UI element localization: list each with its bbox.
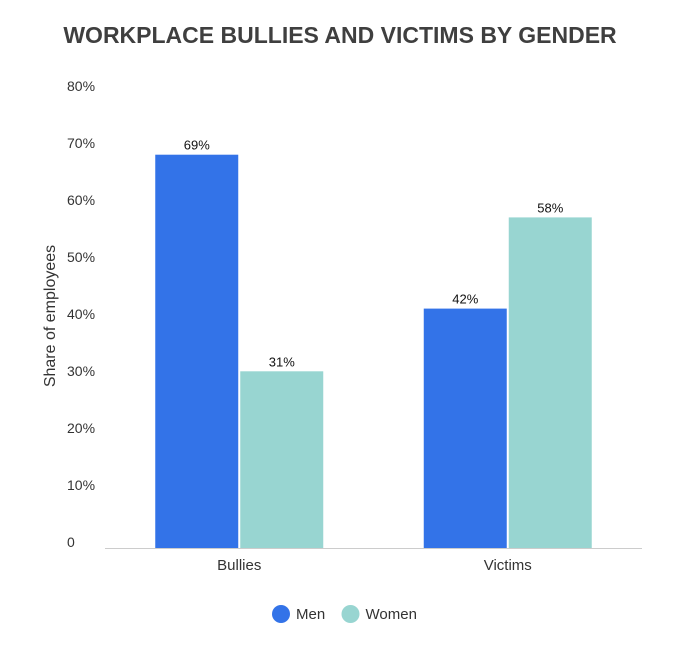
- bar-men-victims: [423, 308, 507, 548]
- bar-women-victims: [508, 217, 592, 548]
- y-tick-label: 30%: [67, 363, 95, 379]
- data-labels-group: 69% 31% 42% 58%: [184, 138, 564, 370]
- x-tick-label: Victims: [484, 557, 532, 574]
- y-tick-label: 70%: [67, 135, 95, 151]
- y-tick-label: 10%: [67, 477, 95, 493]
- legend-marker-men: [272, 605, 290, 623]
- y-tick-label: 50%: [67, 249, 95, 265]
- data-label: 31%: [269, 354, 295, 369]
- y-tick-label: 0: [67, 534, 75, 550]
- bar-men-bullies: [155, 154, 239, 548]
- y-tick-label: 80%: [67, 78, 95, 94]
- y-tick-label: 40%: [67, 306, 95, 322]
- data-label: 58%: [537, 200, 563, 215]
- data-label: 69%: [184, 138, 210, 153]
- x-tick-label: Bullies: [217, 557, 261, 574]
- data-label: 42%: [452, 292, 478, 307]
- legend-label-women: Women: [366, 606, 417, 623]
- bar-women-bullies: [240, 371, 324, 548]
- legend-label-men: Men: [296, 606, 325, 623]
- legend-marker-women: [341, 605, 360, 623]
- y-tick-label: 60%: [67, 192, 95, 208]
- bars-group: [155, 154, 592, 548]
- legend: Men Women: [272, 605, 417, 623]
- y-axis-ticks: 0 10% 20% 30% 40% 50% 60% 70% 80%: [67, 78, 95, 550]
- chart-title: WORKPLACE BULLIES AND VICTIMS BY GENDER: [63, 22, 617, 48]
- y-tick-label: 20%: [67, 420, 95, 436]
- y-axis-label: Share of employees: [42, 245, 59, 387]
- x-axis-ticks: Bullies Victims: [217, 557, 532, 574]
